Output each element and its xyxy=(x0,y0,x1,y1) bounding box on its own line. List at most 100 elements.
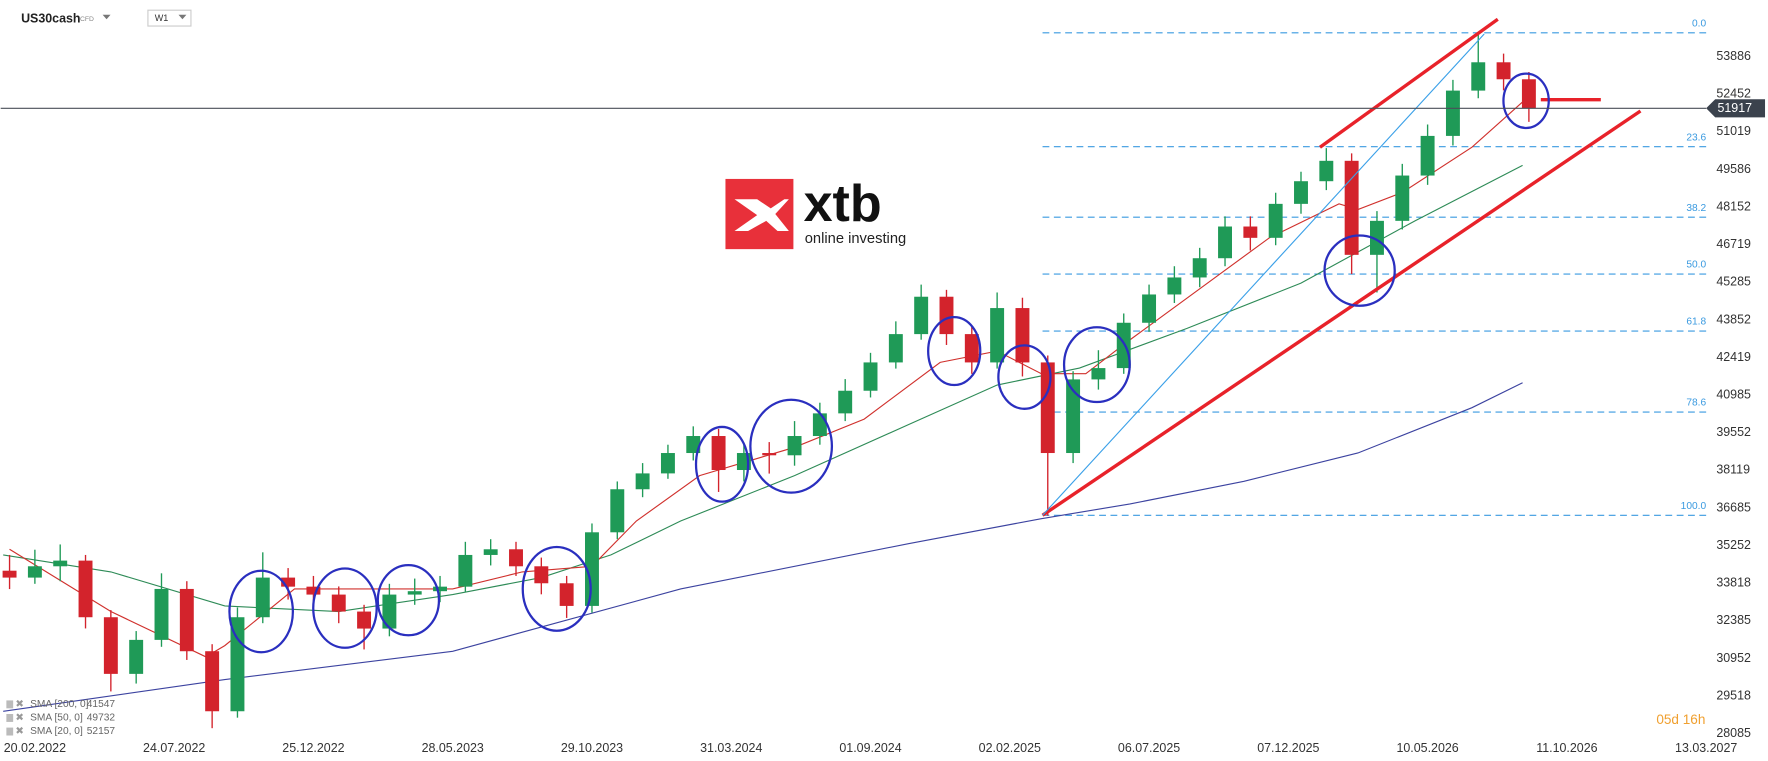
candle-body xyxy=(1268,203,1283,238)
candle-body xyxy=(433,586,448,592)
instrument: CFD xyxy=(80,16,94,23)
x-tick-label: 01.09.2024 xyxy=(839,741,901,755)
logo-brand: xtb xyxy=(804,175,882,233)
x-tick-label: 13.03.2027 xyxy=(1675,741,1737,755)
candle-body xyxy=(1521,79,1536,109)
trend-lines xyxy=(1041,17,1642,517)
candle-body xyxy=(1040,362,1055,454)
candle-body xyxy=(1116,322,1131,369)
candle-body xyxy=(1167,277,1182,295)
y-tick-label: 38119 xyxy=(1716,463,1750,477)
circle xyxy=(927,315,982,387)
candle-body xyxy=(1142,294,1157,323)
price-tag-label: 51917 xyxy=(1717,101,1752,115)
circle xyxy=(749,398,834,494)
legend-name: SMA [200, 0] xyxy=(30,699,88,710)
candle-body xyxy=(382,594,397,629)
circle xyxy=(1323,234,1396,307)
candle-body xyxy=(812,413,827,437)
candle-body xyxy=(1496,62,1511,80)
x-tick-label: 06.07.2025 xyxy=(1118,741,1180,755)
legend-icon[interactable] xyxy=(6,700,14,709)
legend-icon[interactable] xyxy=(6,714,14,722)
y-tick-label: 51019 xyxy=(1716,124,1751,138)
x-tick-label: 02.02.2025 xyxy=(979,741,1041,755)
candle-body xyxy=(407,591,422,595)
circle xyxy=(997,344,1052,410)
candle-body xyxy=(990,308,1005,363)
dropdown-arrow[interactable] xyxy=(102,14,111,20)
y-tick-label: 42419 xyxy=(1716,350,1751,364)
candle-body xyxy=(509,549,523,567)
x-tick-label: 07.12.2025 xyxy=(1257,741,1319,755)
x-tick-label: 31.03.2024 xyxy=(700,741,762,755)
y-tick-label: 49586 xyxy=(1716,162,1751,176)
y-tick-label: 29518 xyxy=(1716,688,1751,702)
candle-body xyxy=(331,594,346,612)
y-tick-label: 30952 xyxy=(1716,651,1751,665)
candle-body xyxy=(230,617,245,712)
candle-body xyxy=(1344,160,1359,255)
symbol[interactable]: US30cash xyxy=(21,12,80,26)
legend-name: SMA [20, 0] xyxy=(30,726,83,737)
candle-body xyxy=(281,577,296,587)
candle-body xyxy=(53,560,68,567)
legend-icon[interactable] xyxy=(6,727,14,736)
candle-body xyxy=(179,588,194,652)
x-tick-label: 10.05.2026 xyxy=(1396,741,1458,755)
logo-x xyxy=(734,199,789,232)
candle-body xyxy=(863,362,878,391)
x-tick-label: 29.10.2023 xyxy=(561,741,623,755)
y-tick-label: 36685 xyxy=(1716,500,1751,514)
overlay: 28085 29518 30952 32385 33818 35252 36685 38119… xyxy=(0,18,1766,755)
fib-label: 50.0 xyxy=(1686,260,1706,271)
candle-body xyxy=(1192,258,1207,278)
x-tick-label: 11.10.2026 xyxy=(1536,741,1597,755)
candle-body xyxy=(103,617,118,674)
timeframe-box[interactable] xyxy=(147,9,192,27)
legend-value: 52157 xyxy=(87,726,116,737)
dropdown-arrow[interactable] xyxy=(178,14,187,20)
candle-body xyxy=(1218,226,1232,259)
fib-anchor-line xyxy=(1042,33,1485,516)
y-tick-label: 39552 xyxy=(1716,425,1751,439)
candle-body xyxy=(78,560,93,618)
timeframe[interactable]: W1 xyxy=(155,13,169,23)
fib-label: 38.2 xyxy=(1686,203,1706,214)
candle-body xyxy=(154,588,169,640)
legend-close: ✖ xyxy=(15,713,24,724)
candle-body xyxy=(787,436,802,456)
y-tick-label: 53886 xyxy=(1716,49,1751,63)
channel-lower xyxy=(1041,109,1642,517)
price-tag xyxy=(1706,99,1766,118)
candle-body xyxy=(914,296,929,335)
fib-label: 100.0 xyxy=(1681,501,1707,512)
candle-body xyxy=(686,436,701,454)
circle xyxy=(521,545,592,632)
x-tick-label: 20.02.2022 xyxy=(4,741,66,755)
candle-body xyxy=(610,489,625,533)
candle-body xyxy=(534,566,549,584)
candle-body xyxy=(483,549,498,555)
candle-body xyxy=(458,554,473,587)
y-tick-label: 35252 xyxy=(1716,538,1751,552)
channel-upper xyxy=(1318,17,1499,149)
candle-body xyxy=(1395,175,1410,221)
y-tick-label: 48152 xyxy=(1716,199,1751,213)
x-tick-label: 25.12.2022 xyxy=(282,741,344,755)
candle-body xyxy=(1243,226,1258,238)
highlight-circles xyxy=(228,72,1550,654)
candle-body xyxy=(205,651,220,712)
candle-body xyxy=(1091,368,1106,380)
y-tick-label: 32385 xyxy=(1716,613,1751,627)
candle-body xyxy=(635,473,650,490)
candle-body xyxy=(1066,379,1081,454)
circle xyxy=(376,563,441,637)
legend-close: ✖ xyxy=(15,699,24,710)
candle-body xyxy=(129,639,144,674)
y-tick-label: 33818 xyxy=(1716,576,1751,590)
candle-body xyxy=(559,583,574,606)
candle-body xyxy=(1471,62,1486,91)
